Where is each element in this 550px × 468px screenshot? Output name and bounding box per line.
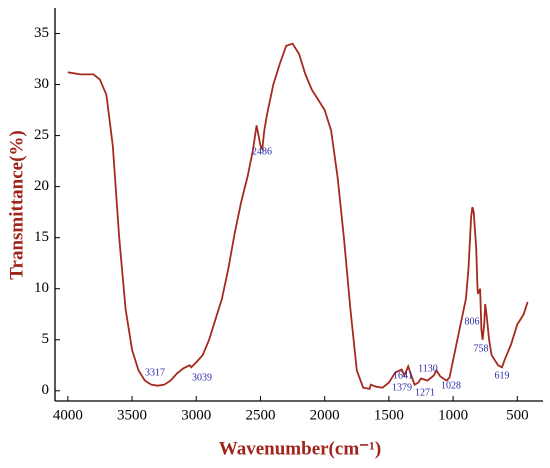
peak-label: 1641: [393, 370, 413, 381]
peak-label: 3039: [192, 372, 212, 383]
peak-label: 2486: [252, 146, 272, 157]
peak-label: 1271: [415, 387, 435, 398]
x-tick-label: 2500: [245, 407, 275, 423]
y-tick-label: 15: [34, 229, 49, 245]
peak-label: 758: [474, 343, 489, 354]
peak-label: 3317: [145, 367, 165, 378]
y-tick-label: 10: [34, 280, 49, 296]
spectrum-line: [67, 42, 529, 390]
y-tick-label: 20: [34, 178, 49, 194]
y-tick-label: 35: [34, 25, 49, 41]
y-tick-label: 30: [34, 76, 49, 92]
peak-label: 1379: [392, 382, 412, 393]
x-tick-label: 1500: [374, 407, 404, 423]
x-tick-label: 4000: [53, 407, 83, 423]
x-tick-label: 3000: [181, 407, 211, 423]
y-tick-label: 5: [42, 331, 50, 347]
peak-label: 806: [465, 316, 480, 327]
x-tick-label: 2000: [310, 407, 340, 423]
x-tick-label: 3500: [117, 407, 147, 423]
x-tick-label: 1000: [438, 407, 468, 423]
y-tick-label: 25: [34, 127, 49, 143]
x-axis-label: Wavenumber(cm⁻¹): [219, 438, 381, 459]
peak-label: 1130: [418, 363, 438, 374]
y-axis-label: Transmittance(%): [6, 130, 27, 280]
peak-label: 619: [495, 370, 510, 381]
y-tick-label: 0: [42, 382, 50, 398]
x-tick-label: 500: [506, 407, 529, 423]
peak-label: 1028: [441, 380, 461, 391]
